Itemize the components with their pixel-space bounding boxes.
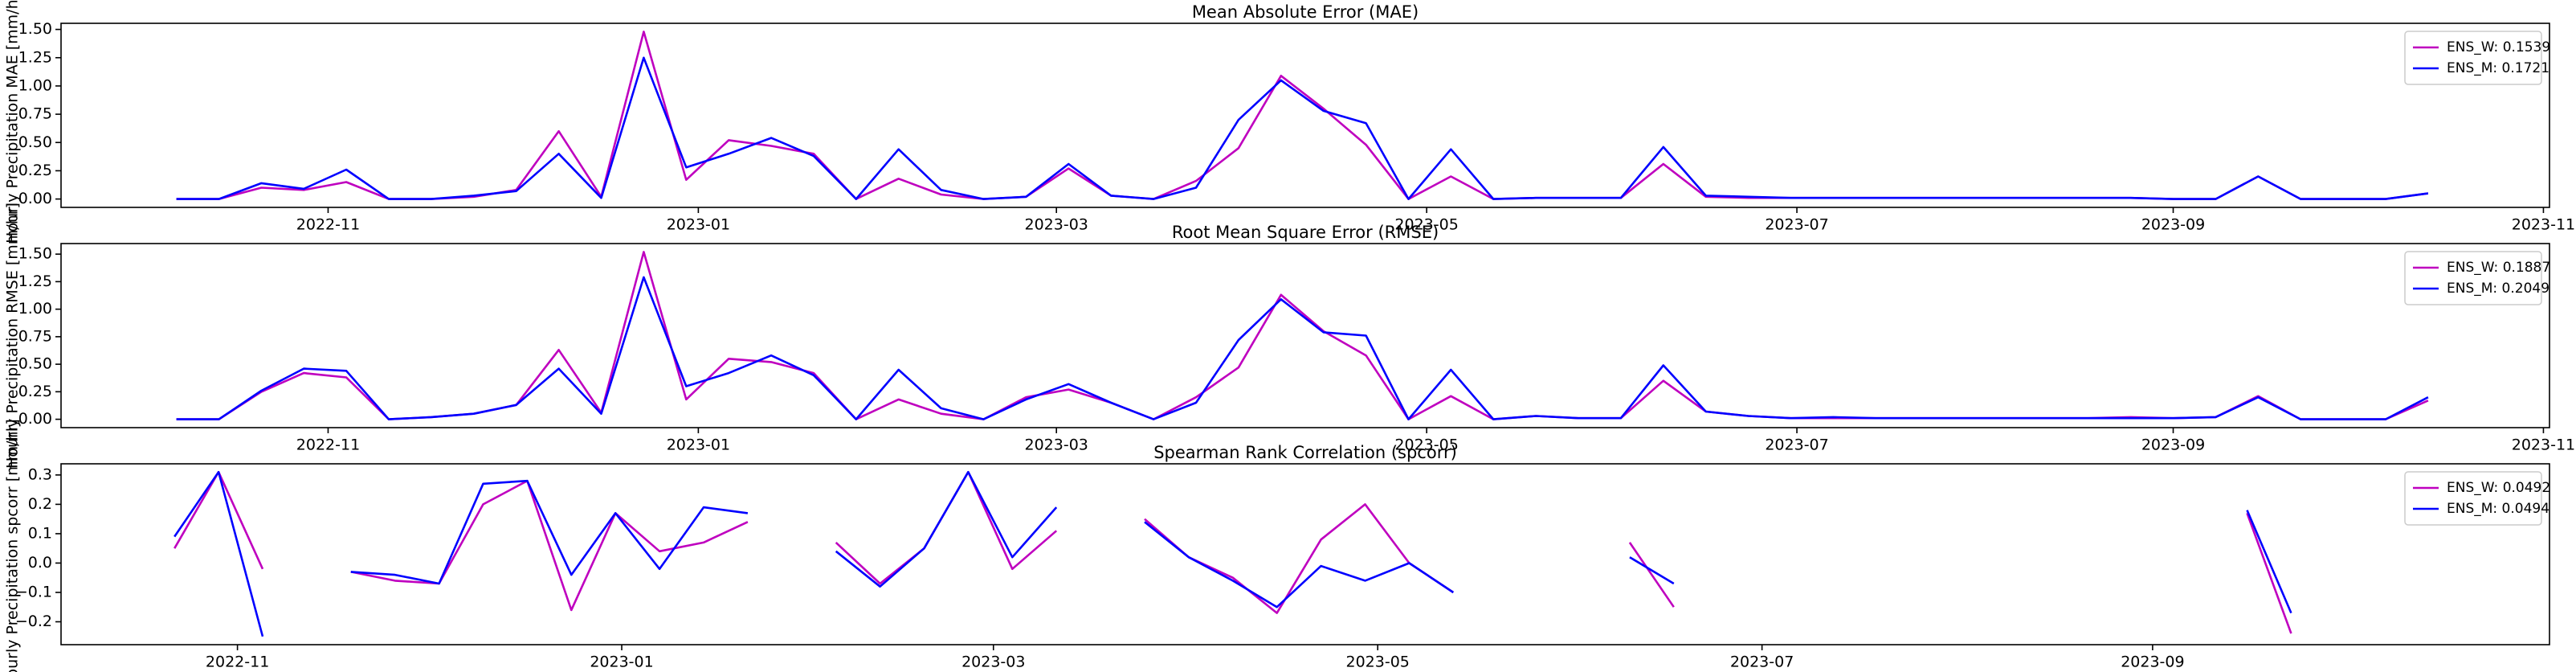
legend-label: ENS_M: 0.2049 — [2447, 281, 2549, 297]
x-tick-label: 2023-09 — [2121, 654, 2184, 671]
x-tick-label: 2023-07 — [1765, 436, 1828, 454]
x-tick-label: 2023-09 — [2141, 436, 2205, 454]
chart-title: Spearman Rank Correlation (spcorr) — [1153, 443, 1457, 462]
legend-box — [2404, 31, 2542, 85]
x-tick-label: 2022-11 — [296, 216, 360, 234]
y-tick-label: 1.50 — [18, 245, 52, 263]
legend-label: ENS_W: 0.1887 — [2447, 260, 2550, 276]
y-tick-label: 1.25 — [18, 272, 52, 290]
y-tick-label: 0.50 — [18, 133, 52, 151]
x-tick-label: 2023-01 — [590, 654, 653, 671]
legend: ENS_W: 0.1887 ENS_M: 0.2049 — [2404, 251, 2550, 305]
legend-label: ENS_M: 0.1721 — [2447, 60, 2549, 76]
legend: ENS_W: 0.1539 ENS_M: 0.1721 — [2404, 31, 2550, 85]
y-tick-label: −0.1 — [15, 583, 52, 600]
y-tick-label: 1.00 — [18, 300, 52, 318]
y-tick-label: 0.2 — [28, 495, 52, 513]
y-tick-label: 1.25 — [18, 48, 52, 66]
x-tick-label: 2023-11 — [2512, 216, 2575, 234]
y-axis-label: Hourly Precipitation spcorr [mm/hr] — [4, 419, 22, 672]
axes-frame — [60, 243, 2550, 428]
x-tick-label: 2023-03 — [1025, 436, 1088, 454]
y-tick-label: 0.00 — [18, 410, 52, 428]
series-line — [176, 251, 2429, 420]
legend-label: ENS_M: 0.0494 — [2447, 501, 2549, 517]
chart-title: Root Mean Square Error (RMSE) — [1172, 223, 1439, 242]
x-tick-label: 2022-11 — [296, 436, 360, 454]
x-tick-label: 2023-07 — [1730, 654, 1794, 671]
x-tick-label: 2023-03 — [1025, 216, 1088, 234]
legend-box — [2404, 251, 2542, 305]
y-tick-label: 0.75 — [18, 105, 52, 123]
chart-title: Mean Absolute Error (MAE) — [1192, 2, 1419, 22]
x-tick-label: 2023-05 — [1394, 216, 1458, 234]
x-tick-label: 2023-01 — [667, 436, 730, 454]
x-tick-label: 2023-01 — [667, 216, 730, 234]
series-line — [176, 276, 2429, 420]
x-tick-label: 2023-03 — [961, 654, 1025, 671]
y-tick-label: 1.00 — [18, 76, 52, 94]
y-tick-label: 0.3 — [28, 465, 52, 483]
y-tick-label: 0.75 — [18, 327, 52, 345]
x-tick-label: 2023-05 — [1394, 436, 1458, 454]
y-tick-label: 0.25 — [18, 383, 52, 400]
series-line — [174, 470, 2292, 637]
y-tick-label: 0.25 — [18, 162, 52, 179]
legend-box — [2404, 471, 2542, 526]
y-axis-label: Hourly Precipitation RMSE [mm/hr] — [4, 203, 22, 469]
x-tick-label: 2023-05 — [1345, 654, 1409, 671]
y-tick-label: 0.00 — [18, 190, 52, 207]
x-tick-label: 2023-07 — [1765, 216, 1828, 234]
y-tick-label: −0.2 — [15, 613, 52, 630]
axes-frame — [60, 23, 2550, 208]
y-tick-label: 1.50 — [18, 20, 52, 38]
y-tick-label: 0.0 — [28, 554, 52, 572]
series-line — [174, 470, 2292, 634]
x-tick-label: 2023-11 — [2512, 436, 2575, 454]
legend: ENS_W: 0.0492 ENS_M: 0.0494 — [2404, 471, 2550, 526]
y-tick-label: 0.1 — [28, 524, 52, 542]
series-line — [176, 31, 2429, 200]
y-tick-label: 0.50 — [18, 355, 52, 373]
legend-label: ENS_W: 0.1539 — [2447, 39, 2550, 55]
series-line — [176, 56, 2429, 200]
legend-label: ENS_W: 0.0492 — [2447, 480, 2550, 496]
axes-frame — [60, 463, 2550, 645]
x-tick-label: 2022-11 — [206, 654, 269, 671]
x-tick-label: 2023-09 — [2141, 216, 2205, 234]
y-axis-label: Hourly Precipitation MAE [mm/hr] — [4, 0, 22, 244]
